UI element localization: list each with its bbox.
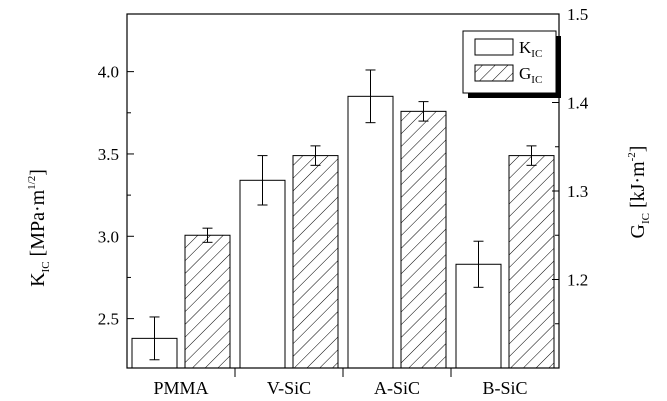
legend-swatch-kic bbox=[475, 39, 513, 55]
y-right-axis-title-sup: -2 bbox=[626, 152, 638, 161]
y-right-tick-label: 1.2 bbox=[567, 271, 588, 290]
bar-gic-v-sic bbox=[293, 156, 338, 368]
x-tick-label-b-sic: B-SiC bbox=[482, 378, 527, 398]
bar-kic-a-sic bbox=[348, 96, 393, 368]
y-left-tick-label: 3.5 bbox=[98, 145, 119, 164]
y-left-axis-title-sub: IC bbox=[40, 261, 52, 272]
x-tick-label-a-sic: A-SiC bbox=[374, 378, 420, 398]
y-right-axis-title: GIC [kJ·m-2] bbox=[626, 146, 652, 239]
y-right-tick-label: 1.3 bbox=[567, 182, 588, 201]
y-left-tick-label: 2.5 bbox=[98, 310, 119, 329]
bar-gic-a-sic bbox=[401, 111, 446, 368]
bars-layer bbox=[132, 70, 554, 368]
bar-gic-b-sic bbox=[509, 156, 554, 368]
y-right-tick-label: 1.4 bbox=[567, 94, 589, 113]
legend-swatch-gic bbox=[475, 65, 513, 81]
y-left-tick-label: 3.0 bbox=[98, 227, 119, 246]
legend: KIC GIC bbox=[463, 31, 561, 98]
y-left-axis-title: KIC [MPa·m1/2] bbox=[26, 169, 52, 287]
x-tick-label-v-sic: V-SiC bbox=[267, 378, 311, 398]
y-right-axis-title-sub: IC bbox=[640, 213, 652, 224]
bar-kic-v-sic bbox=[240, 180, 285, 368]
x-tick-label-pmma: PMMA bbox=[153, 378, 208, 398]
bar-gic-pmma bbox=[185, 235, 230, 368]
y-right-tick-label: 1.5 bbox=[567, 5, 588, 24]
y-left-tick-label: 4.0 bbox=[98, 63, 119, 82]
y-left-axis-title-sup: 1/2 bbox=[26, 176, 38, 190]
